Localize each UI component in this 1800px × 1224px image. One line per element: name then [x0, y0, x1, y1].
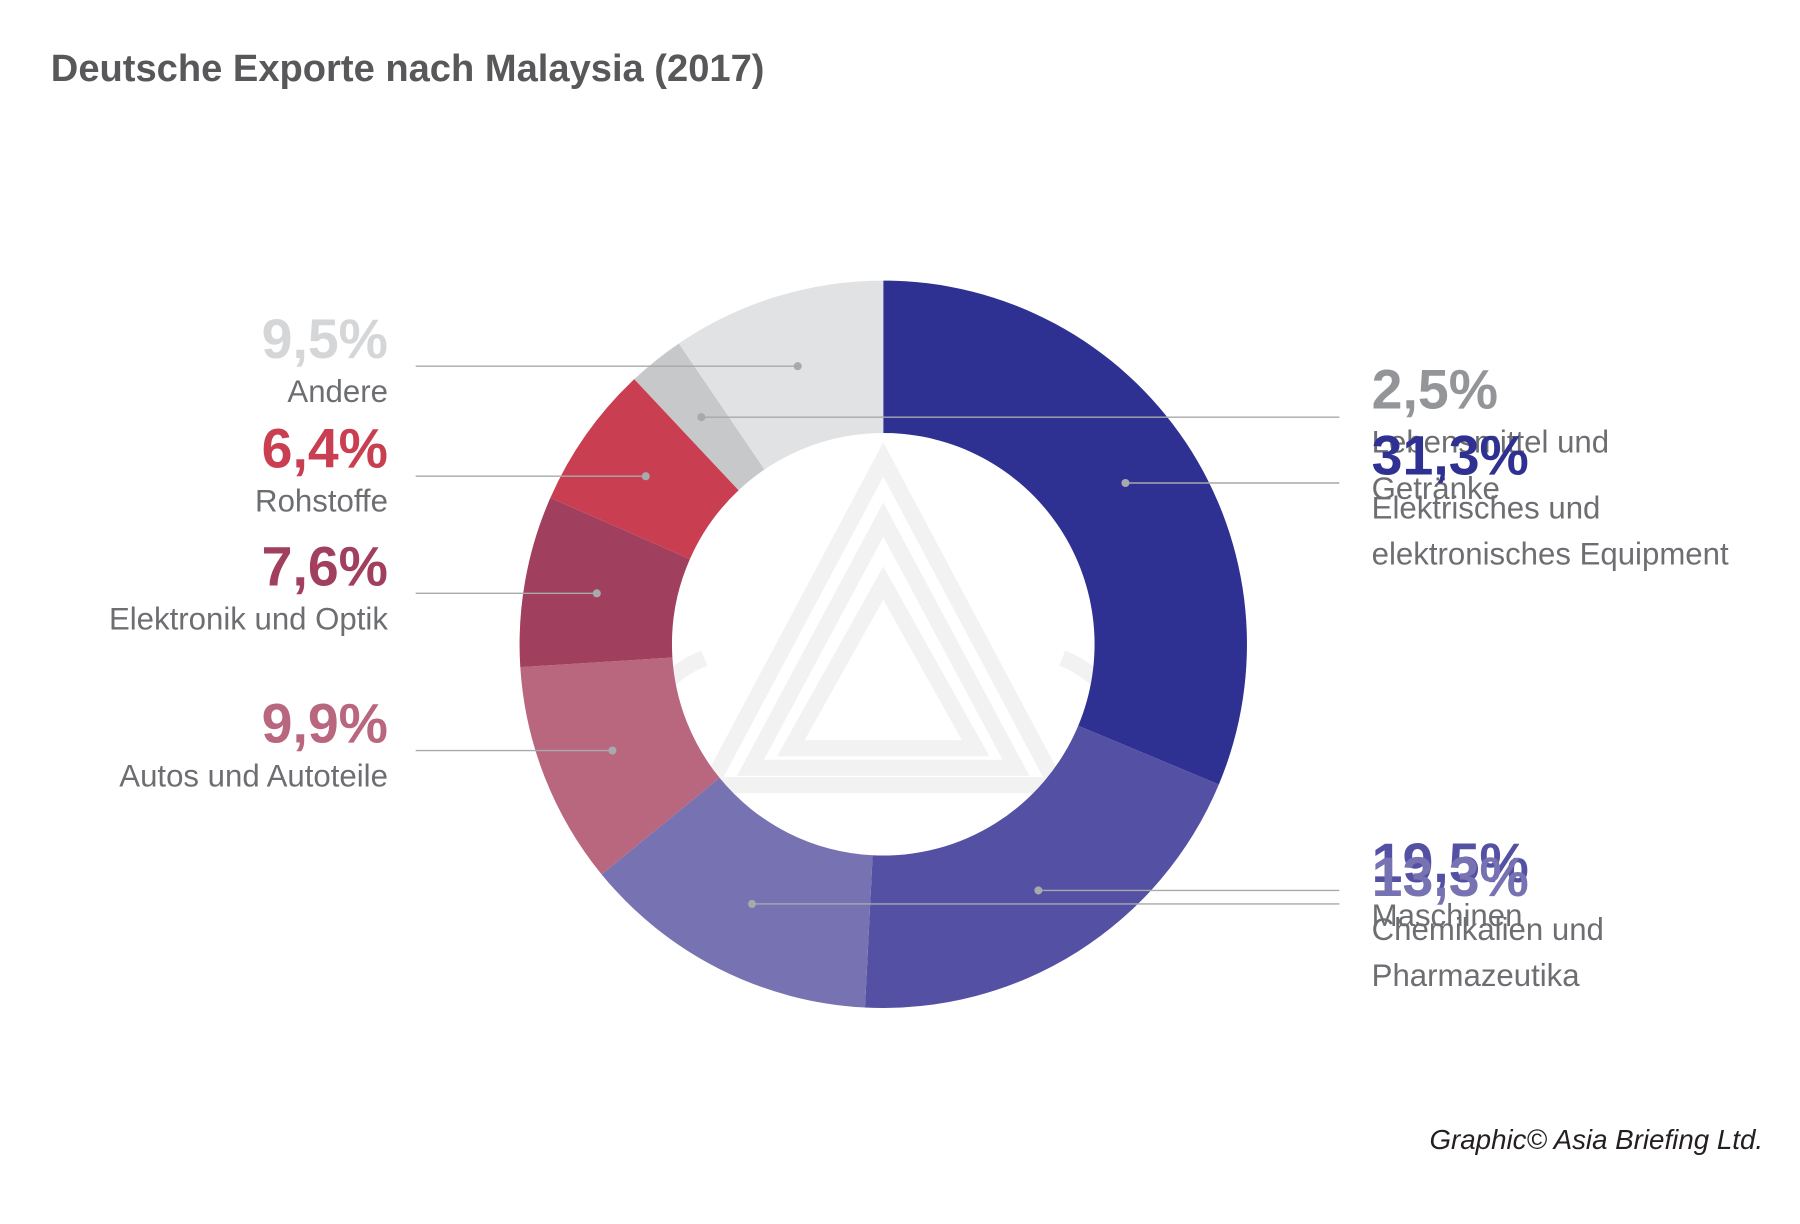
label-maschinen: 19,5% Maschinen — [1372, 837, 1529, 939]
label-value-chemie: 13,3% — [1371, 847, 1529, 909]
label-category-elektrisch: Elektrisches und elektronisches Equipmen… — [1371, 491, 1729, 572]
slice-rohstoffe — [550, 379, 739, 560]
leader-dot-maschinen — [1034, 886, 1043, 895]
label-value-elektronik: 7,6% — [261, 536, 388, 598]
slice-chemie — [601, 777, 873, 1008]
label-category-autos: Autos und Autoteile — [119, 758, 388, 794]
label-category-maschinen: Maschinen — [1371, 898, 1523, 934]
label-value-andere: 9,5% — [261, 309, 388, 371]
slice-autos — [520, 657, 720, 875]
label-lebensmittel: 2,5% Lebensmittel und Getränke — [1372, 364, 1609, 512]
label-value-rohstoffe: 6,4% — [261, 419, 388, 481]
label-category-rohstoffe: Rohstoffe — [255, 484, 388, 519]
chart-title: Deutsche Exporte nach Malaysia (2017) — [50, 46, 765, 89]
label-elektronik: 7,6% Elektronik und Optik — [109, 540, 388, 642]
label-elektrisch: 31,3% Elektrisches und elektronisches Equ… — [1371, 426, 1729, 578]
label-value-autos: 9,9% — [261, 693, 388, 756]
label-category-elektronik: Elektronik und Optik — [108, 601, 388, 637]
credit-text: Graphic© Asia Briefing Ltd. — [1429, 1124, 1764, 1156]
slice-maschinen — [864, 725, 1219, 1008]
label-chemie: 13,3% Chemikalien und Pharmazeutika — [1371, 847, 1604, 999]
label-andere: 9,5% Andere — [261, 309, 388, 415]
leader-dot-elektrisch — [1121, 478, 1130, 488]
label-autos: 9,9% Autos und Autoteile — [119, 697, 388, 799]
label-value-elektrisch: 31,3% — [1371, 426, 1529, 488]
label-category-andere: Andere — [287, 374, 388, 409]
label-value-maschinen: 19,5% — [1371, 833, 1529, 896]
label-category-lebensmittel: Lebensmittel und Getränke — [1371, 425, 1610, 507]
label-category-chemie: Chemikalien und Pharmazeutika — [1371, 912, 1604, 993]
slice-andere — [678, 280, 884, 470]
label-value-lebensmittel: 2,5% — [1371, 360, 1498, 422]
slice-elektronik — [519, 497, 690, 668]
slice-elektrisch — [883, 280, 1247, 785]
label-rohstoffe: 6,4% Rohstoffe — [255, 423, 388, 525]
